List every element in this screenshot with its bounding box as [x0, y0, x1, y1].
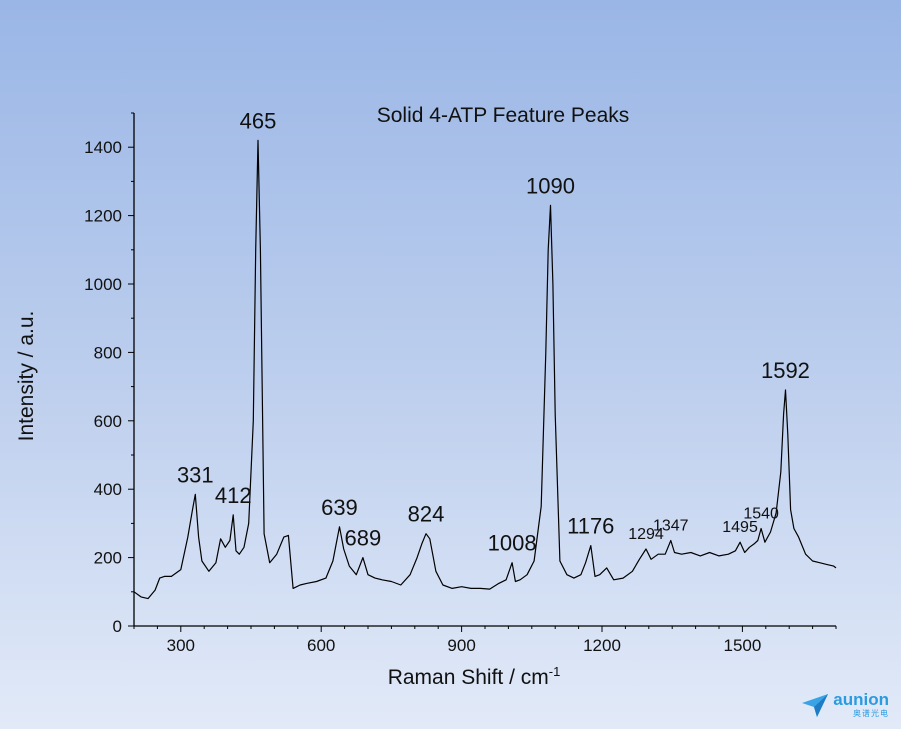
peak-label: 1592	[761, 358, 810, 383]
peak-label: 1008	[488, 531, 537, 556]
peak-label: 412	[215, 483, 252, 508]
x-axis-label-superscript: -1	[549, 664, 561, 679]
peak-label: 1540	[743, 506, 779, 523]
peak-label: 824	[408, 502, 445, 527]
x-axis-label-text: Raman Shift / cm	[388, 666, 549, 689]
y-axis-label: Intensity / a.u.	[15, 311, 38, 442]
y-tick-label: 200	[94, 549, 122, 568]
x-tick-label: 1200	[583, 636, 621, 655]
x-tick-label: 900	[447, 636, 475, 655]
y-tick-label: 1000	[84, 275, 122, 294]
y-tick-label: 400	[94, 480, 122, 499]
peak-label: 1495	[722, 519, 758, 536]
peak-label: 465	[240, 108, 277, 133]
y-tick-label: 800	[94, 343, 122, 362]
peak-label: 331	[177, 462, 214, 487]
y-tick-label: 0	[113, 617, 122, 636]
chart-axes	[133, 113, 836, 627]
peak-label: 639	[321, 495, 358, 520]
chart-title: Solid 4-ATP Feature Peaks	[377, 104, 630, 127]
logo-cn: 奥谱光电	[853, 709, 889, 718]
peak-label: 1176	[567, 514, 614, 539]
peak-label: 689	[344, 526, 381, 551]
logo-name: aunion	[833, 690, 889, 709]
spectrum-line	[133, 139, 837, 600]
chart-series	[133, 139, 837, 600]
x-tick-label: 600	[307, 636, 335, 655]
y-tick-label: 600	[94, 412, 122, 431]
x-axis-label: Raman Shift / cm-1	[388, 664, 561, 689]
y-tick-label: 1400	[84, 138, 122, 157]
brand-logo: aunion 奥谱光电	[801, 691, 889, 719]
peak-label: 1294	[628, 526, 664, 543]
logo-text: aunion 奥谱光电	[833, 691, 889, 719]
chart-ticks: 0 200 400 600 800 1000 1200 1400 300 600 900 1200 15…	[84, 112, 837, 655]
paper-plane-icon	[802, 694, 829, 717]
y-tick-label: 1200	[84, 207, 122, 226]
x-tick-label: 300	[167, 636, 195, 655]
x-tick-label: 1500	[723, 636, 761, 655]
peak-label: 1347	[653, 518, 689, 535]
peak-label: 1090	[526, 173, 575, 198]
